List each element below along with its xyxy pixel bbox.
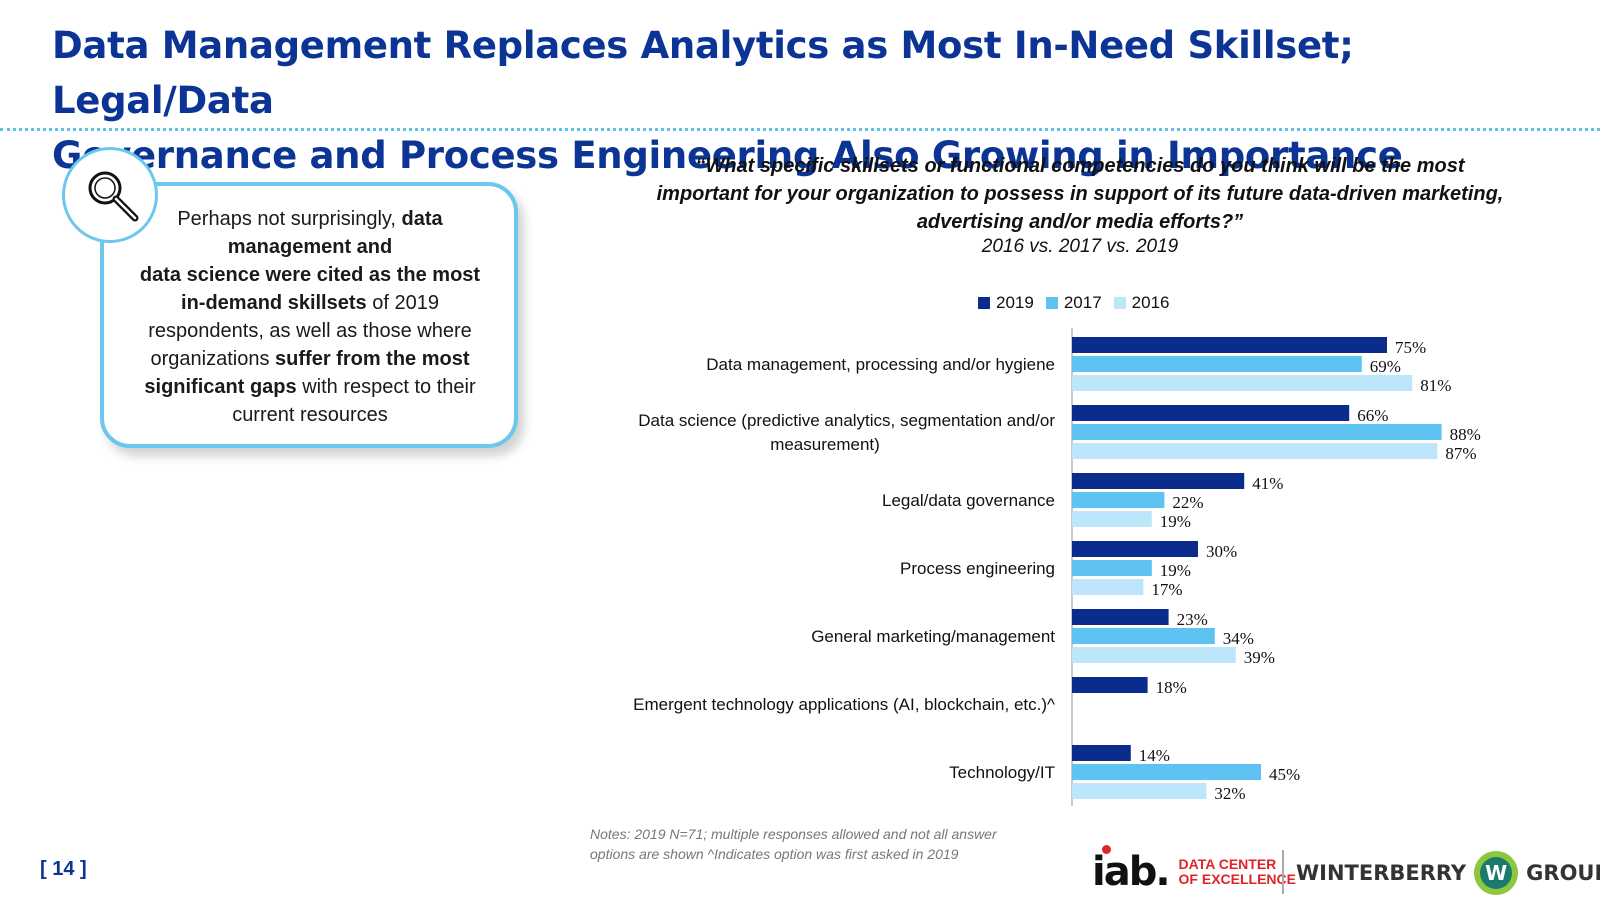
callout-bold-1: data management and — [227, 208, 443, 258]
category-label: measurement) — [770, 435, 880, 454]
bar-2016 — [1072, 511, 1152, 527]
value-label: 87% — [1445, 444, 1476, 463]
winterberry-badge-icon: W — [1474, 851, 1519, 895]
notes-line-1: Notes: 2019 N=71; multiple responses all… — [590, 826, 997, 842]
chart-legend: 2019 2017 2016 — [978, 293, 1169, 313]
value-label: 45% — [1269, 765, 1300, 784]
title-line-1: Data Management Replaces Analytics as Mo… — [52, 24, 1354, 122]
page-title: Data Management Replaces Analytics as Mo… — [52, 18, 1572, 183]
legend-swatch-2019 — [978, 297, 990, 309]
callout-text-3: with respect to their current resources — [232, 376, 476, 426]
bar-2017 — [1072, 560, 1152, 576]
winterberry-wordmark: WINTERBERRY — [1296, 861, 1467, 885]
question-line-1: “What specific skillsets or functional c… — [695, 155, 1465, 177]
value-label: 69% — [1370, 357, 1401, 376]
value-label: 88% — [1450, 425, 1481, 444]
iab-logo: iab. DATA CENTER OF EXCELLENCE — [1092, 845, 1296, 896]
winterberry-logo: WINTERBERRY W GROUP — [1296, 850, 1600, 896]
value-label: 75% — [1395, 338, 1426, 357]
magnifier-icon — [88, 171, 139, 222]
question-line-2: important for your organization to posse… — [656, 183, 1504, 205]
value-label: 19% — [1160, 512, 1191, 531]
iab-dot-icon — [1102, 845, 1111, 854]
callout-bold-3: suffer from the most significant gaps — [144, 348, 470, 398]
iab-sub-line-2: OF EXCELLENCE — [1178, 871, 1296, 887]
bar-2017 — [1072, 424, 1442, 440]
value-label: 66% — [1357, 406, 1388, 425]
notes-line-2: options are shown ^Indicates option was … — [590, 846, 959, 862]
callout-bold-2: data science were cited as the most in-d… — [139, 264, 481, 314]
legend-item-2019: 2019 — [978, 293, 1034, 313]
category-label: General marketing/management — [811, 627, 1055, 646]
value-label: 23% — [1177, 610, 1208, 629]
value-label: 22% — [1172, 493, 1203, 512]
question-line-3: advertising and/or media efforts?” — [916, 211, 1244, 233]
category-label: Data science (predictive analytics, segm… — [638, 411, 1055, 430]
iab-subtitle: DATA CENTER OF EXCELLENCE — [1179, 857, 1296, 887]
value-label: 18% — [1156, 678, 1187, 697]
legend-label-2016: 2016 — [1131, 293, 1170, 312]
chart-subtitle: 2016 vs. 2017 vs. 2019 — [981, 236, 1179, 257]
category-label: Process engineering — [900, 559, 1055, 578]
page-number: [ 14 ] — [40, 858, 87, 880]
bar-2016 — [1072, 647, 1236, 663]
bar-2019 — [1072, 473, 1245, 489]
survey-question: “What specific skillsets or functional c… — [620, 152, 1540, 236]
bar-2019 — [1072, 541, 1198, 557]
winterberry-badge-letter: W — [1480, 857, 1513, 889]
callout-text-1: Perhaps not surprisingly, — [177, 208, 402, 230]
legend-label-2019: 2019 — [996, 293, 1034, 312]
bar-2017 — [1072, 356, 1362, 372]
category-label: Data management, processing and/or hygie… — [706, 355, 1055, 374]
chart-notes: Notes: 2019 N=71; multiple responses all… — [590, 824, 1050, 864]
legend-item-2016: 2016 — [1113, 293, 1170, 313]
bar-2017 — [1072, 764, 1261, 780]
value-label: 32% — [1214, 784, 1245, 803]
magnifier-badge — [62, 147, 158, 243]
bar-2019 — [1072, 609, 1169, 625]
legend-item-2017: 2017 — [1045, 293, 1102, 313]
callout-text: Perhaps not surprisingly, data managemen… — [125, 205, 495, 429]
legend-swatch-2016 — [1113, 297, 1126, 309]
title-divider — [0, 128, 1600, 131]
logo-separator — [1282, 850, 1284, 894]
bar-2019 — [1072, 405, 1350, 421]
bar-2017 — [1072, 628, 1215, 644]
bar-2019 — [1072, 337, 1387, 353]
bar-2016 — [1072, 375, 1413, 391]
value-label: 14% — [1139, 746, 1170, 765]
callout-text-2: of 2019 respondents, as well as those wh… — [148, 292, 472, 370]
bar-2016 — [1072, 783, 1207, 799]
value-label: 17% — [1151, 580, 1182, 599]
callout-box — [100, 182, 518, 448]
iab-wordmark: iab. — [1092, 849, 1171, 895]
value-label: 34% — [1223, 629, 1254, 648]
value-label: 30% — [1206, 542, 1237, 561]
title-line-2: Governance and Process Engineering Also … — [52, 134, 1403, 177]
group-wordmark: GROUP — [1526, 861, 1600, 885]
iab-sub-line-1: DATA CENTER — [1178, 856, 1277, 872]
bar-2016 — [1072, 443, 1438, 459]
legend-swatch-2017 — [1045, 297, 1058, 309]
category-label: Legal/data governance — [882, 491, 1055, 510]
bar-2016 — [1072, 579, 1144, 595]
legend-label-2017: 2017 — [1063, 293, 1102, 312]
value-label: 39% — [1244, 648, 1275, 667]
category-label: Emergent technology applications (AI, bl… — [633, 695, 1055, 714]
value-label: 81% — [1420, 376, 1451, 395]
bar-2019 — [1072, 745, 1131, 761]
value-label: 41% — [1252, 474, 1283, 493]
category-label: Technology/IT — [949, 763, 1055, 782]
iab-logo-text: iab. — [1092, 845, 1171, 895]
value-label: 19% — [1160, 561, 1191, 580]
bar-2019 — [1072, 677, 1148, 693]
bar-2017 — [1072, 492, 1165, 508]
